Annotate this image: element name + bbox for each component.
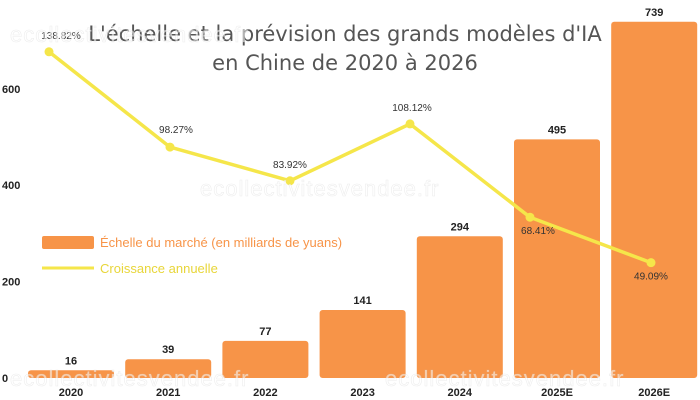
legend-bar-swatch (42, 236, 94, 249)
bar-label-2: 77 (259, 326, 271, 338)
chart-title-line-1: L'échelle et la prévision des grands mod… (88, 22, 602, 46)
x-tick-label-3: 2023 (350, 387, 374, 399)
growth-label-1: 98.27% (159, 125, 193, 136)
bar-0 (28, 370, 114, 378)
bar-3 (319, 310, 406, 378)
bar-label-4: 294 (451, 221, 470, 233)
growth-point-1 (165, 142, 175, 152)
x-tick-label-6: 2026E (638, 387, 670, 399)
x-axis: 2020 2021 2022 2023 2024 2025E 2026E (59, 387, 670, 399)
growth-label-0: 138.82% (41, 31, 81, 42)
bar-label-6: 739 (645, 7, 663, 19)
bar-label-1: 39 (162, 344, 174, 356)
growth-label-2: 83.92% (273, 160, 307, 171)
bar-series (28, 21, 698, 379)
y-axis: 0 200 400 600 (2, 84, 20, 385)
watermark-middle: ecollectivitesvendee.fr (200, 176, 439, 201)
growth-point-3 (405, 119, 415, 129)
growth-polyline (47, 50, 653, 265)
growth-label-5: 49.09% (634, 272, 668, 283)
bar-1 (125, 359, 212, 378)
growth-point-2 (285, 176, 295, 186)
growth-point-5 (646, 258, 656, 268)
legend: Échelle du marché (en milliards de yuans… (42, 235, 342, 276)
legend-line-label: Croissance annuelle (100, 261, 218, 276)
x-tick-label-5: 2025E (541, 387, 573, 399)
bar-label-0: 16 (65, 355, 77, 367)
x-tick-label-4: 2024 (448, 387, 473, 399)
growth-point-4 (525, 212, 535, 222)
bar-label-5: 495 (548, 124, 566, 136)
y-tick-label-2: 400 (2, 180, 20, 192)
y-tick-label-0: 0 (2, 373, 8, 385)
y-tick-label-1: 200 (2, 277, 20, 289)
growth-label-4: 68.41% (521, 226, 555, 237)
x-tick-label-2: 2022 (253, 387, 277, 399)
watermark-bottom-left: ecollectivitesvendee.fr (10, 366, 249, 391)
bar-6 (611, 21, 698, 379)
legend-bar-label: Échelle du marché (en milliards de yuans… (100, 235, 342, 250)
chart-title-line-2: en Chine de 2020 à 2026 (212, 51, 478, 75)
x-tick-label-0: 2020 (59, 387, 83, 399)
bar-value-labels: 16 39 77 141 294 495 739 (65, 7, 664, 368)
bar-5 (514, 139, 600, 378)
growth-line-series: 138.82% 98.27% 83.92% 108.12% 68.41% 49.09% (41, 31, 668, 283)
y-tick-label-3: 600 (2, 84, 20, 96)
bar-label-3: 141 (353, 295, 371, 307)
watermark-top: ecollectivitesvendee.fr (10, 22, 249, 47)
growth-point-0 (44, 47, 54, 57)
bar-4 (416, 236, 503, 378)
watermark-bottom-right: ecollectivitesvendee.fr (385, 366, 624, 391)
x-tick-label-1: 2021 (156, 387, 180, 399)
bar-2 (222, 340, 309, 378)
growth-label-3: 108.12% (392, 103, 432, 114)
